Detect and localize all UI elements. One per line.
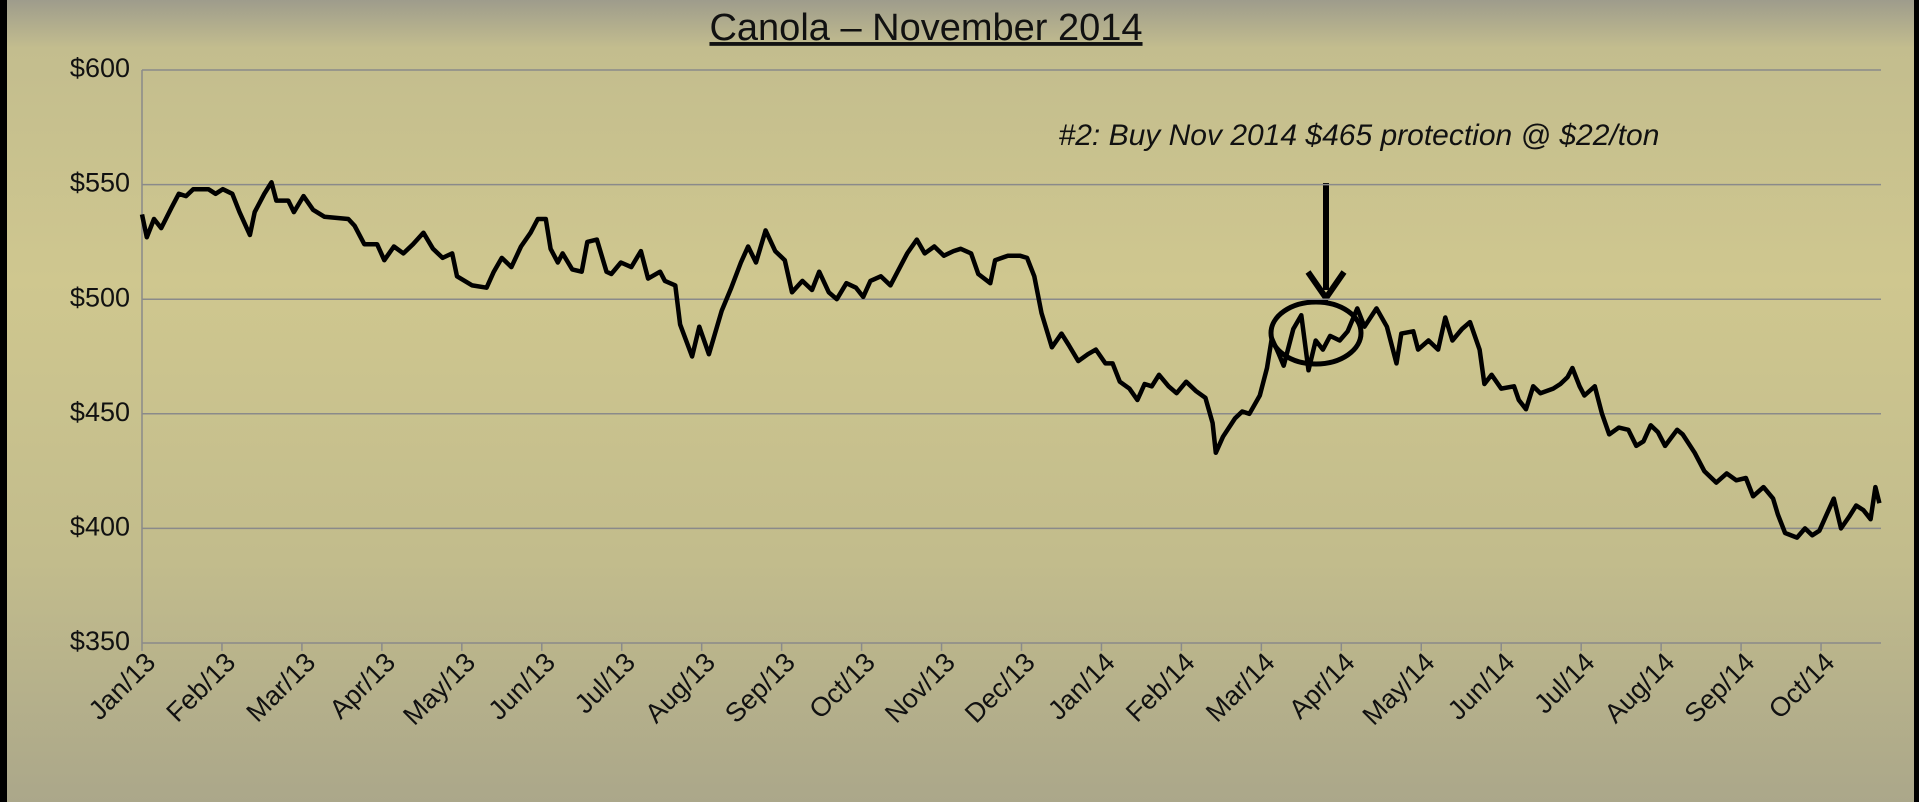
price-line (139, 180, 1882, 540)
y-tick-label: $350 (70, 626, 130, 656)
arrow-head (1305, 270, 1347, 304)
y-tick-label: $600 (70, 53, 130, 83)
left-border (0, 0, 7, 802)
right-border (1914, 0, 1919, 802)
y-tick-label: $450 (70, 397, 130, 427)
y-tick-label: $400 (70, 512, 130, 542)
y-tick-label: $550 (70, 168, 130, 198)
annotation-ellipse (1268, 299, 1364, 367)
chart-title: Canola – November 2014 (709, 7, 1142, 49)
y-tick-label: $500 (70, 282, 130, 312)
annotation: #2: Buy Nov 2014 $465 protection @ $22/t… (1059, 119, 1660, 152)
